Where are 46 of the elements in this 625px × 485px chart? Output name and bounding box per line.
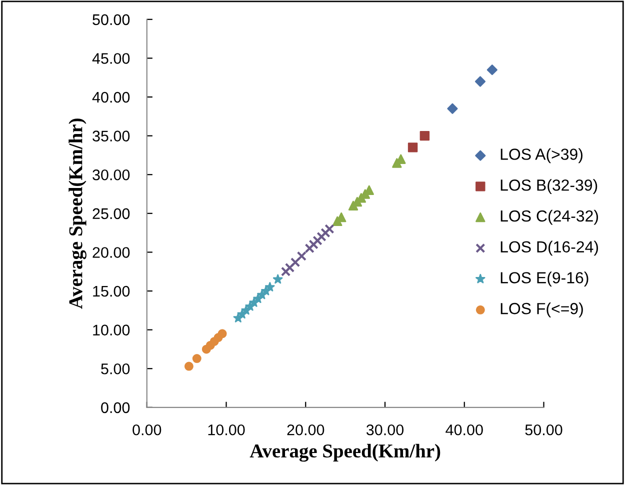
point <box>474 76 486 87</box>
y-tick-label: 20.00 <box>92 247 130 258</box>
point <box>324 224 334 234</box>
y-tick-label: 10.00 <box>93 324 130 336</box>
point <box>265 282 275 292</box>
x-axis-title: Average Speed(Km/hr) <box>250 444 440 462</box>
point <box>408 142 418 152</box>
point <box>312 236 322 246</box>
y-tick-label: 5.00 <box>101 363 130 374</box>
y-tick-label: 45.00 <box>92 53 130 64</box>
legend-label: LOS D(16-24) <box>500 240 598 256</box>
point <box>284 262 295 273</box>
y-tick-label: 15.00 <box>93 286 130 297</box>
y-axis-title: Average Speed(Km/hr) <box>68 118 86 309</box>
point <box>184 362 194 371</box>
legend-label: LOS B(32-39) <box>500 179 598 194</box>
y-tick-label: 30.00 <box>92 169 130 180</box>
point <box>486 64 498 76</box>
point <box>218 329 227 338</box>
point <box>304 243 314 254</box>
y-tick-label: 50.00 <box>92 14 130 26</box>
y-tick-label: 40.00 <box>92 92 130 103</box>
point <box>420 130 430 141</box>
x-tick-label: 20.00 <box>287 424 324 436</box>
x-tick-label: 10.00 <box>208 424 245 436</box>
point <box>316 232 326 242</box>
y-tick-label: 25.00 <box>92 208 130 220</box>
point <box>447 103 458 114</box>
legend-label: LOS C(24-32) <box>500 210 598 225</box>
point <box>192 354 202 364</box>
point <box>272 274 283 284</box>
x-tick-label: 50.00 <box>525 424 562 436</box>
point <box>280 266 291 276</box>
point <box>396 154 406 164</box>
x-tick-label: 40.00 <box>446 424 483 436</box>
point <box>308 240 318 250</box>
legend-label: LOS F(<=9) <box>500 302 583 318</box>
y-tick-label: 35.00 <box>92 130 130 142</box>
x-tick-label: 0.00 <box>132 424 162 436</box>
legend-label: LOS E(9-16) <box>500 272 588 287</box>
point <box>296 251 307 261</box>
point <box>320 228 330 238</box>
point <box>290 257 300 268</box>
legend-label: LOS A(>39) <box>500 148 582 164</box>
y-tick-label: 0.00 <box>101 402 130 414</box>
x-tick-label: 30.00 <box>366 424 404 436</box>
